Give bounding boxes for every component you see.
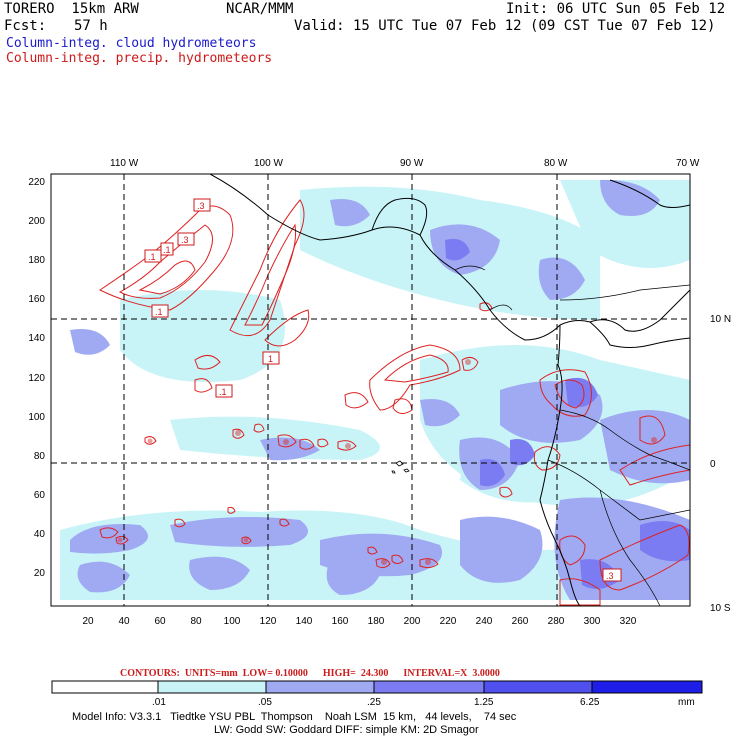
contour-labels: .3 .3 .1 .1 .1 1 .1 .3 — [144, 198, 622, 582]
x-tick-label: 300 — [584, 616, 601, 627]
init-time: Init: 06 UTC Sun 05 Feb 12 — [506, 1, 726, 17]
y-tick-label: 200 — [28, 216, 45, 227]
colorbar-tick: .25 — [367, 697, 381, 708]
x-tick-label: 280 — [548, 616, 565, 627]
left-grid-labels: 220 200 180 160 140 120 100 80 60 40 20 — [28, 177, 45, 579]
contour-label: .3 — [606, 571, 614, 581]
lon-label: 100 W — [254, 158, 283, 169]
contour-label: .1 — [219, 387, 227, 397]
top-longitude-labels: 110 W 100 W 90 W 80 W 70 W — [110, 158, 700, 169]
forecast-hour: 57 h — [74, 18, 108, 34]
contour-label: .1 — [155, 307, 163, 317]
model-title: TORERO 15km ARW — [4, 1, 139, 17]
x-tick-label: 60 — [154, 616, 166, 627]
model-info: Model Info: V3.3.1 Tiedtke YSU PBL Thomp… — [72, 711, 517, 723]
valid-time: Valid: 15 UTC Tue 07 Feb 12 (09 CST Tue … — [294, 18, 716, 34]
galapagos-islands — [391, 460, 410, 474]
contour-label: .3 — [181, 235, 189, 245]
colorbar-bin — [51, 680, 159, 694]
lon-label: 80 W — [544, 158, 568, 169]
y-tick-label: 40 — [34, 529, 46, 540]
lat-label: 10 S — [710, 603, 731, 614]
borders — [454, 265, 690, 606]
y-tick-label: 60 — [34, 490, 46, 501]
colorbar-unit: mm — [678, 697, 695, 708]
field-precip-label: Column-integ. precip. hydrometeors — [6, 51, 273, 66]
lat-label: 0 — [710, 459, 716, 470]
x-tick-label: 120 — [260, 616, 277, 627]
right-latitude-labels: 10 N 0 10 S — [710, 314, 731, 614]
colorbar-tick: .01 — [152, 697, 166, 708]
y-tick-label: 100 — [28, 412, 45, 423]
y-tick-label: 20 — [34, 568, 46, 579]
contour-label: .1 — [148, 252, 156, 262]
contour-label-box: .1 — [160, 242, 174, 256]
contour-label-box: .1 — [144, 249, 162, 263]
contour-label-box: .3 — [177, 232, 195, 246]
x-tick-label: 180 — [368, 616, 385, 627]
colorbar-bin — [265, 680, 375, 694]
lat-label: 10 N — [710, 314, 731, 325]
contour-label: .3 — [197, 201, 205, 211]
contour-label-box: .3 — [602, 568, 622, 582]
x-tick-label: 320 — [620, 616, 637, 627]
x-tick-label: 260 — [512, 616, 529, 627]
colorbar-bin — [591, 680, 703, 694]
colorbar-bin — [373, 680, 485, 694]
x-tick-label: 20 — [82, 616, 94, 627]
x-tick-label: 80 — [190, 616, 202, 627]
lon-label: 110 W — [110, 158, 139, 169]
y-tick-label: 80 — [34, 451, 46, 462]
x-tick-label: 240 — [476, 616, 493, 627]
x-tick-label: 220 — [440, 616, 457, 627]
field-cloud-label: Column-integ. cloud hydrometeors — [6, 36, 257, 51]
cloud-shading-dark — [445, 238, 690, 589]
y-tick-label: 160 — [28, 294, 45, 305]
x-tick-label: 100 — [224, 616, 241, 627]
colorbar — [51, 680, 703, 694]
map-frame — [50, 173, 691, 607]
contour-label: 1 — [268, 354, 273, 364]
contour-label-box: .1 — [215, 384, 233, 398]
colorbar-tick: 6.25 — [580, 697, 600, 708]
contour-label-box: 1 — [262, 351, 280, 365]
contour-label-box: .1 — [151, 304, 169, 318]
x-tick-label: 40 — [118, 616, 130, 627]
y-tick-label: 180 — [28, 255, 45, 266]
y-tick-label: 120 — [28, 373, 45, 384]
precip-cores — [117, 359, 657, 565]
org-label: NCAR/MMM — [226, 1, 294, 17]
x-tick-label: 200 — [404, 616, 421, 627]
contour-label: .1 — [163, 245, 171, 255]
contour-info: CONTOURS: UNITS=mm LOW= 0.10000 HIGH= 24… — [120, 668, 500, 679]
precip-contours — [99, 199, 690, 606]
x-tick-label: 160 — [332, 616, 349, 627]
model-physics: LW: Godd SW: Goddard DIFF: simple KM: 2D… — [214, 724, 479, 736]
y-tick-label: 220 — [28, 177, 45, 188]
lon-label: 70 W — [676, 158, 700, 169]
x-tick-label: 140 — [296, 616, 313, 627]
bottom-grid-labels: 20 40 60 80 100 120 140 160 180 200 220 … — [82, 616, 636, 627]
colorbar-tick: .05 — [258, 697, 272, 708]
contour-label-box: .3 — [193, 198, 211, 212]
y-tick-label: 140 — [28, 333, 45, 344]
lon-label: 90 W — [400, 158, 424, 169]
colorbar-tick: 1.25 — [474, 697, 494, 708]
forecast-label: Fcst: — [4, 18, 47, 34]
colorbar-bin — [157, 680, 267, 694]
colorbar-bin — [483, 680, 593, 694]
graticule — [51, 174, 690, 606]
cloud-shading-medium — [70, 179, 690, 600]
